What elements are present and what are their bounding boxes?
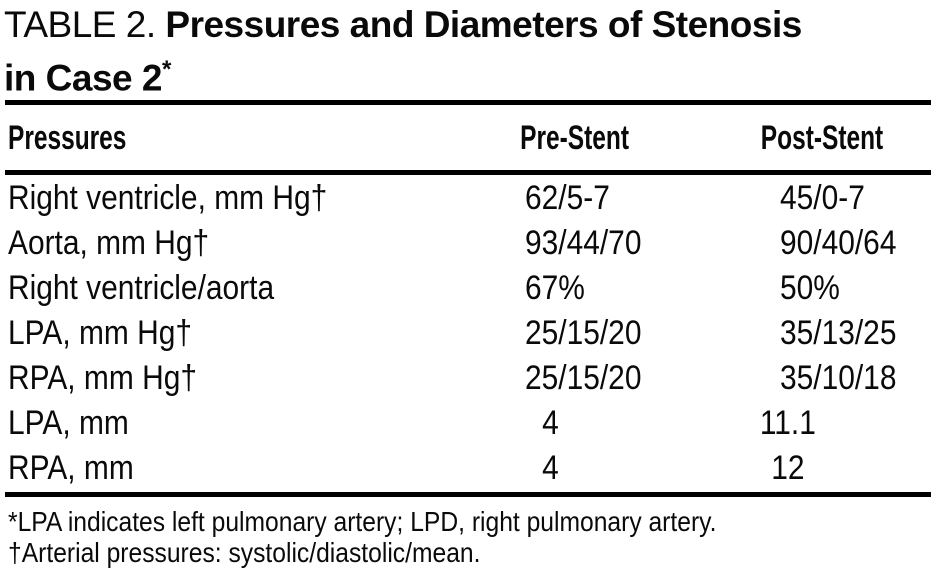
table-row: LPA, mm 4 11.1: [0, 401, 944, 446]
table-row: Right ventricle/aorta 67% 50%: [0, 266, 944, 311]
table-header-row: Pressures Pre-Stent Post-Stent: [0, 118, 944, 157]
column-header-pressures: Pressures: [8, 118, 127, 157]
post-stent-value: 45/0-7: [780, 179, 865, 217]
column-header-post-stent: Post-Stent: [760, 118, 884, 157]
table-bottom-rule: [5, 492, 931, 497]
table-row: Aorta, mm Hg† 93/44/70 90/40/64: [0, 221, 944, 266]
post-stent-value: 11.1: [759, 404, 816, 442]
row-label: Right ventricle/aorta: [8, 269, 275, 307]
post-stent-value: 12: [770, 449, 805, 487]
pre-stent-value: 4: [541, 449, 559, 487]
row-label: Aorta, mm Hg†: [8, 224, 210, 262]
table-row: RPA, mm Hg† 25/15/20 35/10/18: [0, 356, 944, 401]
pre-stent-value: 4: [541, 404, 559, 442]
table-row: Right ventricle, mm Hg† 62/5-7 45/0-7: [0, 176, 944, 221]
table-footnote: *LPA indicates left pulmonary artery; LP…: [8, 506, 717, 537]
table-title: TABLE 2. Pressures and Diameters of Sten…: [4, 2, 802, 100]
post-stent-value: 35/13/25: [780, 314, 897, 352]
table-number-label: TABLE 2.: [4, 4, 156, 45]
row-label: LPA, mm Hg†: [8, 314, 193, 352]
table-row: RPA, mm 4 12: [0, 446, 944, 491]
post-stent-value: 90/40/64: [780, 224, 897, 262]
table-footnotes: *LPA indicates left pulmonary artery; LP…: [8, 506, 813, 568]
row-label: Right ventricle, mm Hg†: [8, 179, 328, 217]
table-title-text: Pressures and Diameters of Stenosis: [165, 4, 802, 45]
table-top-rule: [5, 100, 931, 105]
pre-stent-value: 25/15/20: [525, 359, 642, 397]
post-stent-value: 35/10/18: [780, 359, 897, 397]
row-label: LPA, mm: [8, 404, 129, 442]
table-title-text-line2: in Case 2: [4, 57, 162, 99]
table-row: LPA, mm Hg† 25/15/20 35/13/25: [0, 311, 944, 356]
table-title-line2: in Case 2*: [4, 47, 802, 100]
row-label: RPA, mm Hg†: [8, 359, 197, 397]
column-header-pre-stent: Pre-Stent: [520, 118, 630, 157]
pre-stent-value: 62/5-7: [525, 179, 610, 217]
footnote-marker-asterisk: *: [161, 56, 171, 83]
pre-stent-value: 93/44/70: [525, 224, 642, 262]
table-title-line1: TABLE 2. Pressures and Diameters of Sten…: [4, 2, 802, 47]
table-footnote: †Arterial pressures: systolic/diastolic/…: [8, 537, 481, 568]
post-stent-value: 50%: [780, 269, 840, 307]
pre-stent-value: 67%: [525, 269, 585, 307]
table-body: Right ventricle, mm Hg† 62/5-7 45/0-7 Aorta…: [0, 176, 944, 491]
table-header-rule: [5, 170, 931, 175]
pre-stent-value: 25/15/20: [525, 314, 642, 352]
row-label: RPA, mm: [8, 449, 134, 487]
